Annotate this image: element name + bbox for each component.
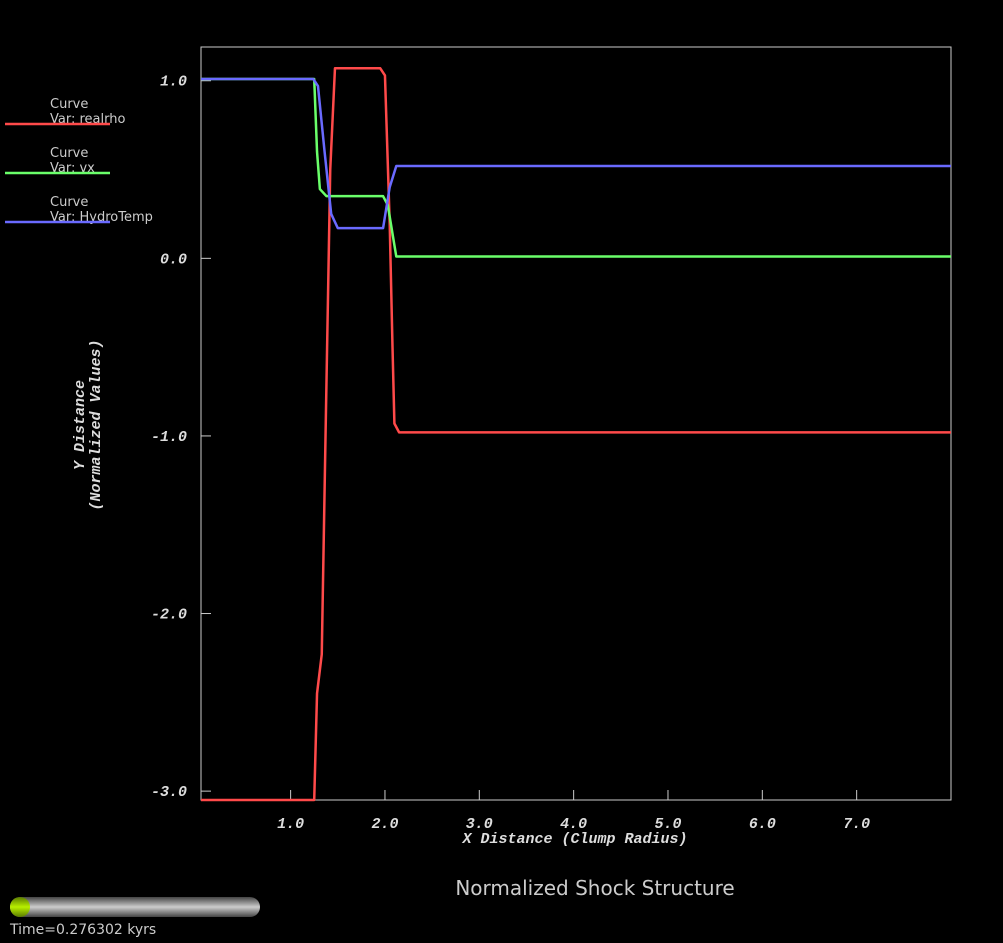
x-tick-label: 1.0 [277,816,304,833]
plot-frame [200,46,952,801]
series-line [201,67,951,802]
y-tick-label: -3.0 [151,784,187,801]
x-tick-label: 7.0 [843,816,870,833]
legend-title: Curve [50,97,88,112]
time-label: Time=0.276302 kyrs [9,922,156,938]
y-tick-label: -2.0 [151,607,187,624]
series-line [201,77,951,230]
x-axis-label: X Distance (Clump Radius) [461,831,687,848]
legend-title: Curve [50,195,88,210]
legend-title: Curve [50,146,88,161]
y-tick-label: 1.0 [160,74,187,91]
time-slider [10,897,260,917]
y-axis-label-line: Y Distance [72,380,89,470]
y-tick-label: -1.0 [151,429,187,446]
x-tick-label: 3.0 [466,816,493,833]
chart-title: Normalized Shock Structure [455,876,734,900]
y-axis-label-line: (Normalized Values) [88,339,105,510]
x-tick-label: 6.0 [749,816,776,833]
series-line [201,77,951,258]
y-tick-label: 0.0 [160,251,187,268]
y-axis-label: Y Distance (Normalized Values) [72,339,105,510]
time-slider-knob [10,897,30,917]
x-tick-label: 5.0 [654,816,681,833]
x-tick-label: 2.0 [371,816,398,833]
x-tick-label: 4.0 [560,816,587,833]
